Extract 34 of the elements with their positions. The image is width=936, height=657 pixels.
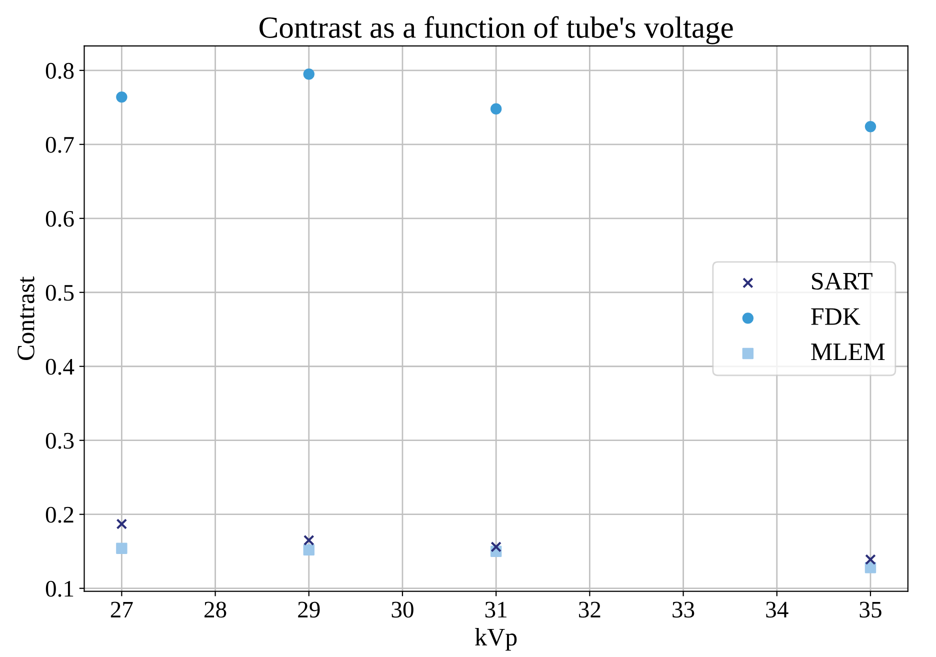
point [116, 518, 128, 530]
x-tick-label: 33 [672, 602, 694, 618]
y-tick-label: 0.1 [46, 580, 74, 597]
x-axis-title: kVp [475, 628, 517, 651]
point [490, 103, 502, 114]
point [303, 544, 314, 556]
y-tick-label: 0.3 [46, 432, 74, 449]
x-tick-label: 27 [110, 602, 133, 618]
point [865, 554, 876, 565]
y-tick-label: 0.5 [46, 284, 74, 301]
x-tick-label: 35 [860, 602, 882, 618]
y-tick-label: 0.6 [46, 210, 74, 227]
x-tick-label: 34 [766, 602, 788, 618]
y-tick-label: 0.2 [46, 506, 74, 523]
point [303, 534, 314, 546]
legend-label: MLEM [811, 344, 885, 360]
point [864, 121, 876, 132]
x-tick-label: 32 [579, 602, 600, 618]
x-tick-label: 31 [485, 602, 506, 618]
y-tick-label: 0.7 [46, 136, 74, 153]
x-tick-label: 28 [204, 602, 226, 618]
point [864, 562, 876, 574]
x-tick-label: 30 [392, 602, 414, 618]
legend-label: FDK [811, 308, 860, 325]
chart-title: Contrast as a function of tube's voltage [260, 16, 733, 44]
point [116, 542, 128, 554]
legend-label: SART [812, 272, 872, 290]
y-axis-title: Contrast [18, 276, 34, 360]
point [490, 541, 502, 552]
y-tick-label: 0.4 [46, 358, 74, 375]
y-tick-label: 0.8 [46, 62, 74, 79]
point [116, 91, 128, 103]
point [303, 68, 314, 80]
x-tick-label: 29 [298, 602, 320, 618]
